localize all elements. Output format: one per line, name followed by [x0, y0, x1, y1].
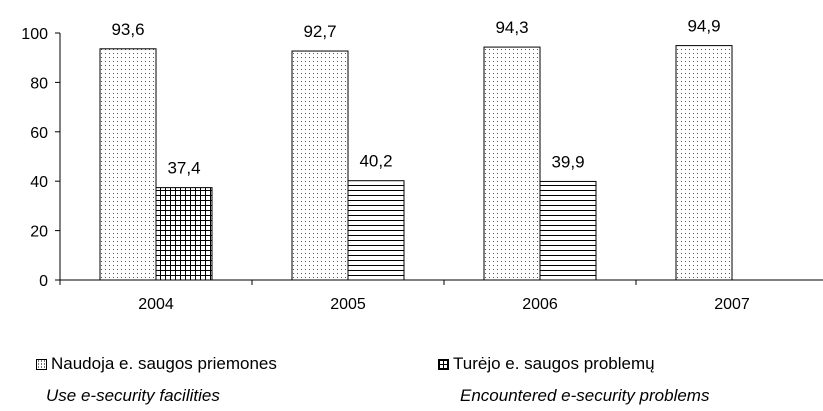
- x-tick-label: 2007: [714, 296, 750, 313]
- bar-use-facilities: [675, 45, 733, 281]
- legend-item-problems: Turėjo e. saugos problemų Encountered e-…: [438, 352, 709, 408]
- data-label: 39,9: [551, 152, 584, 171]
- bar-use-facilities: [99, 48, 157, 281]
- bar-security-problems: [539, 180, 597, 281]
- legend-label-use: Naudoja e. saugos priemones: [51, 354, 277, 373]
- y-tick-label: 0: [39, 273, 48, 290]
- y-tick-label: 40: [30, 174, 48, 191]
- x-tick-label: 2004: [138, 296, 174, 313]
- data-label: 94,9: [687, 17, 720, 36]
- data-label: 92,7: [303, 22, 336, 41]
- bar-security-problems: [155, 187, 213, 281]
- x-tick-label: 2005: [330, 296, 366, 313]
- legend-label-problems: Turėjo e. saugos problemų: [453, 354, 655, 373]
- y-tick-label: 20: [30, 224, 48, 241]
- legend-item-use: Naudoja e. saugos priemones Use e-securi…: [36, 352, 277, 408]
- x-tick-label: 2006: [522, 296, 558, 313]
- y-tick-label: 100: [21, 26, 48, 43]
- grid-swatch-icon: [438, 358, 449, 370]
- y-tick-label: 80: [30, 75, 48, 92]
- bar-use-facilities: [483, 46, 541, 281]
- bar-chart: 0 20 40 60 80 100 2004 2005 2006 2007 93,6 92,7 94,…: [21, 17, 823, 313]
- bar-security-problems: [347, 180, 405, 281]
- bars-group: [99, 45, 733, 281]
- legend-sublabel-problems: Encountered e-security problems: [460, 386, 710, 405]
- dots-swatch-icon: [36, 358, 47, 370]
- data-label: 93,6: [111, 20, 144, 39]
- labels-group: 93,6 92,7 94,3 94,9 37,4 40,2 39,9: [111, 17, 720, 178]
- data-label: 37,4: [167, 159, 200, 178]
- data-label: 40,2: [359, 152, 392, 171]
- axes-group: 0 20 40 60 80 100 2004 2005 2006 2007: [21, 26, 823, 313]
- legend-sublabel-use: Use e-security facilities: [46, 386, 220, 405]
- bar-use-facilities: [291, 50, 349, 281]
- data-label: 94,3: [495, 18, 528, 37]
- y-tick-label: 60: [30, 125, 48, 142]
